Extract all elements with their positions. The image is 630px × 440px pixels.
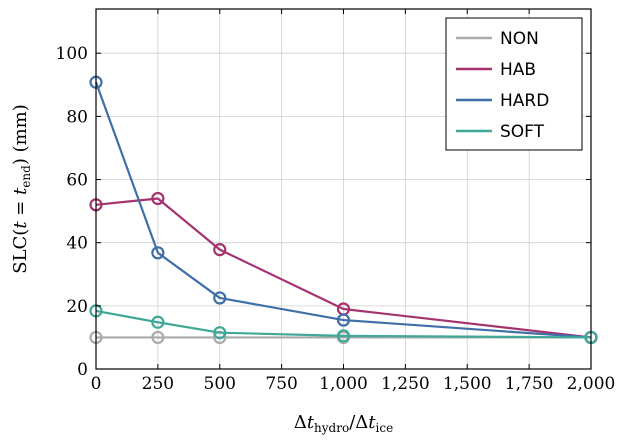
y-tick-label: 100 [56,44,88,64]
y-tick-label: 0 [77,360,88,380]
data-point-hab [151,191,165,206]
data-point-soft [213,326,227,340]
data-point-soft [151,315,165,329]
x-tick-label: 1,500 [443,374,492,394]
y-tick-label: 80 [66,107,88,127]
data-point-soft [336,329,351,343]
series-line-soft [95,309,592,339]
legend-box [445,17,583,151]
x-tick-label: 500 [204,374,236,394]
x-axis-label: Δthydro/Δtice [294,412,393,435]
legend-label: NON [500,29,539,49]
data-point-non [151,330,165,345]
y-axis-label: SLC(t = tend) (mm) [10,104,33,274]
y-tick-label: 20 [66,297,88,317]
x-tick-label: 1,750 [505,374,554,394]
y-tick-label: 40 [66,234,88,254]
legend-label: HAB [500,60,536,80]
x-tick-label: 0 [91,374,102,394]
data-point-hard [336,313,351,327]
data-point-hard [151,246,165,260]
data-point-hab [213,243,227,257]
x-tick-label: 250 [142,374,174,394]
x-tick-label: 2,000 [567,374,616,394]
data-point-hard [213,291,227,305]
series-line-hard [94,81,592,339]
legend: NON HAB HARD SOFT [445,17,583,151]
series-line-hab [95,197,592,339]
legend-label: SOFT [500,122,545,142]
x-tick-label: 1,000 [319,374,368,394]
legend-label: HARD [500,91,549,111]
ticks: 0 250 500 750 1,000 1,250 1,500 1,750 2,000 0 20 40… [56,9,616,394]
y-tick-label: 60 [66,171,88,191]
x-tick-label: 750 [265,374,297,394]
x-tick-label: 1,250 [381,374,430,394]
